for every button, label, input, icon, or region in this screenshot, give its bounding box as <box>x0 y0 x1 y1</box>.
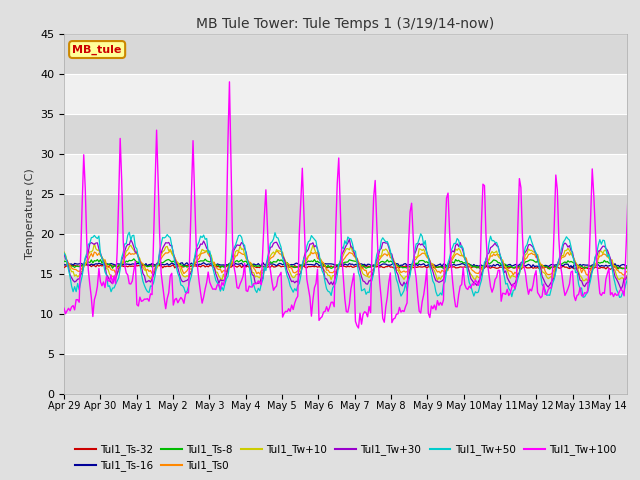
Bar <box>64 274 627 313</box>
Bar <box>64 354 627 394</box>
Title: MB Tule Tower: Tule Temps 1 (3/19/14-now): MB Tule Tower: Tule Temps 1 (3/19/14-now… <box>196 17 495 31</box>
Y-axis label: Temperature (C): Temperature (C) <box>24 168 35 259</box>
Bar <box>64 114 627 154</box>
Bar <box>64 193 627 234</box>
Bar <box>64 34 627 73</box>
Text: MB_tule: MB_tule <box>72 44 122 55</box>
Legend: Tul1_Ts-32, Tul1_Ts-16, Tul1_Ts-8, Tul1_Ts0, Tul1_Tw+10, Tul1_Tw+30, Tul1_Tw+50,: Tul1_Ts-32, Tul1_Ts-16, Tul1_Ts-8, Tul1_… <box>71 440 620 476</box>
